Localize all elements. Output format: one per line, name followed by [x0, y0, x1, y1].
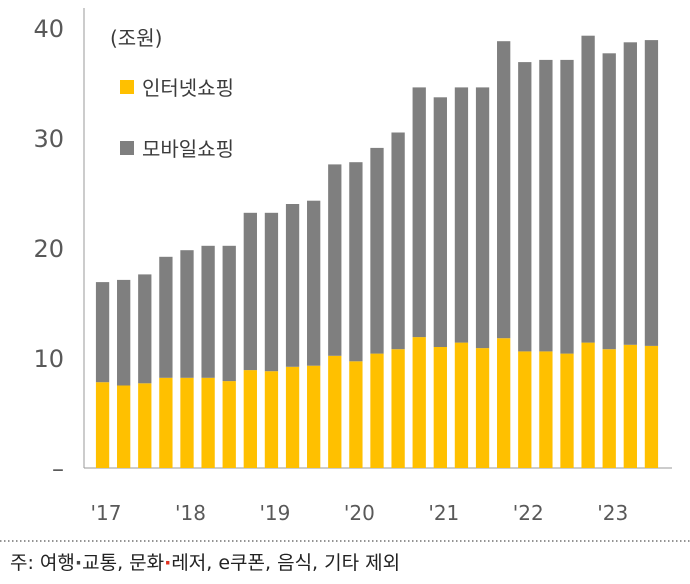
bar-mobile-shopping	[285, 204, 300, 367]
x-tick-label: '23	[597, 501, 628, 525]
bar-internet-shopping	[454, 342, 469, 468]
footnote-dot-2: ·	[164, 552, 172, 574]
bar-internet-shopping	[623, 344, 637, 468]
legend-swatch-internet	[120, 80, 134, 94]
y-tick-label: –	[52, 455, 64, 483]
footnote-suffix: 레저, e쿠폰, 음식, 기타 제외	[171, 552, 401, 574]
bar-mobile-shopping	[433, 97, 447, 347]
bar-internet-shopping	[201, 377, 215, 468]
bar-mobile-shopping	[349, 162, 363, 362]
bar-internet-shopping	[349, 361, 363, 468]
x-tick-labels: '17 '18 '19 '20 '21 '22 '23	[91, 501, 629, 525]
bar-mobile-shopping	[581, 35, 595, 343]
bar-mobile-shopping	[307, 200, 321, 366]
bar-internet-shopping	[539, 351, 553, 468]
bar-mobile-shopping	[201, 245, 215, 378]
footnote-divider	[0, 540, 690, 542]
legend-label-internet: 인터넷쇼핑	[142, 76, 234, 100]
bar-mobile-shopping	[95, 282, 110, 383]
x-tick-label: '22	[513, 501, 544, 525]
bar-internet-shopping	[180, 377, 194, 468]
footnote: 주: 여행·교통, 문화·레저, e쿠폰, 음식, 기타 제외	[10, 548, 400, 575]
x-tick-label: '19	[259, 501, 290, 525]
footnote-dot-1: ·	[74, 552, 83, 574]
bar-mobile-shopping	[243, 212, 257, 371]
bar-mobile-shopping	[560, 59, 574, 354]
bar-internet-shopping	[560, 353, 574, 468]
y-tick-label: 40	[33, 15, 64, 43]
bar-internet-shopping	[497, 338, 511, 468]
bar-internet-shopping	[264, 371, 279, 468]
bar-mobile-shopping	[328, 164, 342, 356]
bar-mobile-shopping	[370, 147, 384, 354]
bar-internet-shopping	[328, 355, 342, 468]
bar-mobile-shopping	[497, 41, 511, 339]
bar-mobile-shopping	[539, 59, 553, 352]
unit-label: (조원)	[110, 26, 162, 50]
bar-mobile-shopping	[602, 53, 616, 350]
bar-mobile-shopping	[159, 256, 173, 378]
legend-label-mobile: 모바일쇼핑	[142, 137, 234, 161]
bar-internet-shopping	[518, 351, 532, 468]
x-tick-label: '18	[175, 501, 206, 525]
stacked-bar-chart: '17 '18 '19 '20 '21 '22 '23 – 10 20 30 40 (조원) 인터넷…	[33, 8, 672, 525]
bar-internet-shopping	[581, 342, 595, 468]
bar-internet-shopping	[391, 349, 405, 468]
bar-mobile-shopping	[518, 62, 532, 352]
bar-mobile-shopping	[264, 212, 279, 372]
legend-swatch-mobile	[120, 141, 134, 155]
bar-internet-shopping	[222, 381, 236, 468]
bar-mobile-shopping	[644, 40, 659, 346]
bar-mobile-shopping	[412, 87, 426, 338]
x-tick-label: '21	[428, 501, 459, 525]
y-tick-label: 10	[33, 345, 64, 373]
footnote-prefix: 주: 여행	[10, 552, 75, 574]
bar-internet-shopping	[117, 385, 131, 468]
bar-mobile-shopping	[180, 250, 194, 378]
bar-mobile-shopping	[138, 274, 152, 384]
bar-internet-shopping	[243, 370, 257, 468]
bars	[95, 35, 659, 468]
bar-mobile-shopping	[222, 245, 236, 382]
bar-internet-shopping	[602, 349, 616, 468]
bar-internet-shopping	[159, 377, 173, 468]
bar-mobile-shopping	[475, 87, 490, 349]
y-tick-labels: – 10 20 30 40	[33, 15, 64, 483]
bar-internet-shopping	[370, 353, 384, 468]
bar-internet-shopping	[475, 348, 490, 468]
bar-internet-shopping	[285, 366, 300, 468]
bar-mobile-shopping	[454, 87, 469, 343]
bar-internet-shopping	[644, 345, 659, 468]
y-tick-label: 20	[33, 235, 64, 263]
y-tick-label: 30	[33, 125, 64, 153]
bar-mobile-shopping	[391, 132, 405, 350]
bar-internet-shopping	[433, 347, 447, 468]
bar-internet-shopping	[95, 382, 110, 468]
bar-mobile-shopping	[623, 42, 637, 345]
bar-mobile-shopping	[117, 279, 131, 386]
bar-internet-shopping	[412, 337, 426, 468]
bar-internet-shopping	[307, 365, 321, 468]
bar-internet-shopping	[138, 383, 152, 468]
x-tick-label: '20	[344, 501, 375, 525]
legend: (조원) 인터넷쇼핑 모바일쇼핑	[110, 26, 234, 161]
footnote-middle: 교통, 문화	[82, 552, 165, 574]
x-tick-label: '17	[91, 501, 122, 525]
